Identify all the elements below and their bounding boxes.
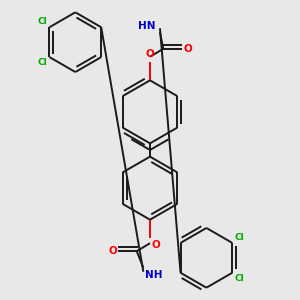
Text: O: O xyxy=(152,240,161,250)
Text: O: O xyxy=(183,44,192,54)
Text: Cl: Cl xyxy=(235,232,245,242)
Text: Cl: Cl xyxy=(37,58,47,68)
Text: O: O xyxy=(146,50,154,59)
Text: Cl: Cl xyxy=(37,17,47,26)
Text: NH: NH xyxy=(145,270,163,280)
Text: Cl: Cl xyxy=(235,274,245,283)
Text: O: O xyxy=(108,246,117,256)
Text: HN: HN xyxy=(139,21,156,31)
